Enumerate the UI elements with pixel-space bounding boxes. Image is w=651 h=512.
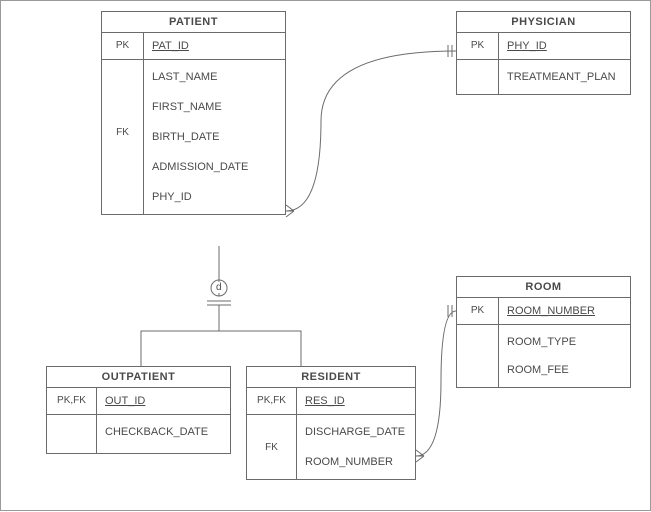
key-label: PK,FK [247, 388, 296, 415]
key-label: PK [457, 33, 498, 60]
key-label: FK [102, 108, 143, 146]
attr-name: TREATMEANT_PLAN [499, 60, 630, 94]
attr-name: PAT_ID [152, 40, 189, 52]
entity-resident: RESIDENT PK,FK FK RES_ID DISCHARGE_DATE … [246, 366, 416, 480]
attr-name: CHECKBACK_DATE [97, 415, 230, 453]
entity-title: PHYSICIAN [457, 12, 630, 33]
key-label [247, 415, 296, 427]
attr-name: LAST_NAME [144, 60, 285, 90]
attr-name: BIRTH_DATE [144, 120, 285, 150]
key-label [457, 325, 498, 337]
attr-name: FIRST_NAME [144, 90, 285, 120]
key-label [457, 60, 498, 72]
key-label: FK [247, 427, 296, 461]
entity-outpatient: OUTPATIENT PK,FK OUT_ID CHECKBACK_DATE [46, 366, 231, 454]
key-label: PK [457, 298, 498, 325]
entity-room: ROOM PK ROOM_NUMBER ROOM_TYPE ROOM_FEE [456, 276, 631, 388]
key-label: PK [102, 33, 143, 60]
attr-name: OUT_ID [105, 395, 145, 407]
entity-title: OUTPATIENT [47, 367, 230, 388]
key-label [102, 60, 143, 72]
entity-title: ROOM [457, 277, 630, 298]
key-label [457, 337, 498, 349]
entity-title: RESIDENT [247, 367, 415, 388]
attr-name: PHY_ID [507, 40, 547, 52]
key-label: PK,FK [47, 388, 96, 415]
attr-name: ADMISSION_DATE [144, 150, 285, 180]
key-label [102, 84, 143, 96]
attr-name: RES_ID [305, 395, 345, 407]
key-label [102, 96, 143, 108]
attr-name: ROOM_NUMBER [297, 445, 415, 479]
key-label [47, 415, 96, 427]
er-diagram-canvas: PATIENT PK FK PAT_ID LAST_NAME FIRST_NAM… [0, 0, 651, 511]
disjoint-indicator: d [216, 282, 222, 293]
attr-name: ROOM_FEE [499, 355, 630, 387]
attr-name: ROOM_NUMBER [507, 305, 595, 317]
attr-name: ROOM_TYPE [499, 325, 630, 355]
attr-name: DISCHARGE_DATE [297, 415, 415, 445]
attr-name: PHY_ID [144, 180, 285, 214]
key-label [102, 72, 143, 84]
entity-patient: PATIENT PK FK PAT_ID LAST_NAME FIRST_NAM… [101, 11, 286, 215]
entity-physician: PHYSICIAN PK PHY_ID TREATMEANT_PLAN [456, 11, 631, 95]
entity-title: PATIENT [102, 12, 285, 33]
